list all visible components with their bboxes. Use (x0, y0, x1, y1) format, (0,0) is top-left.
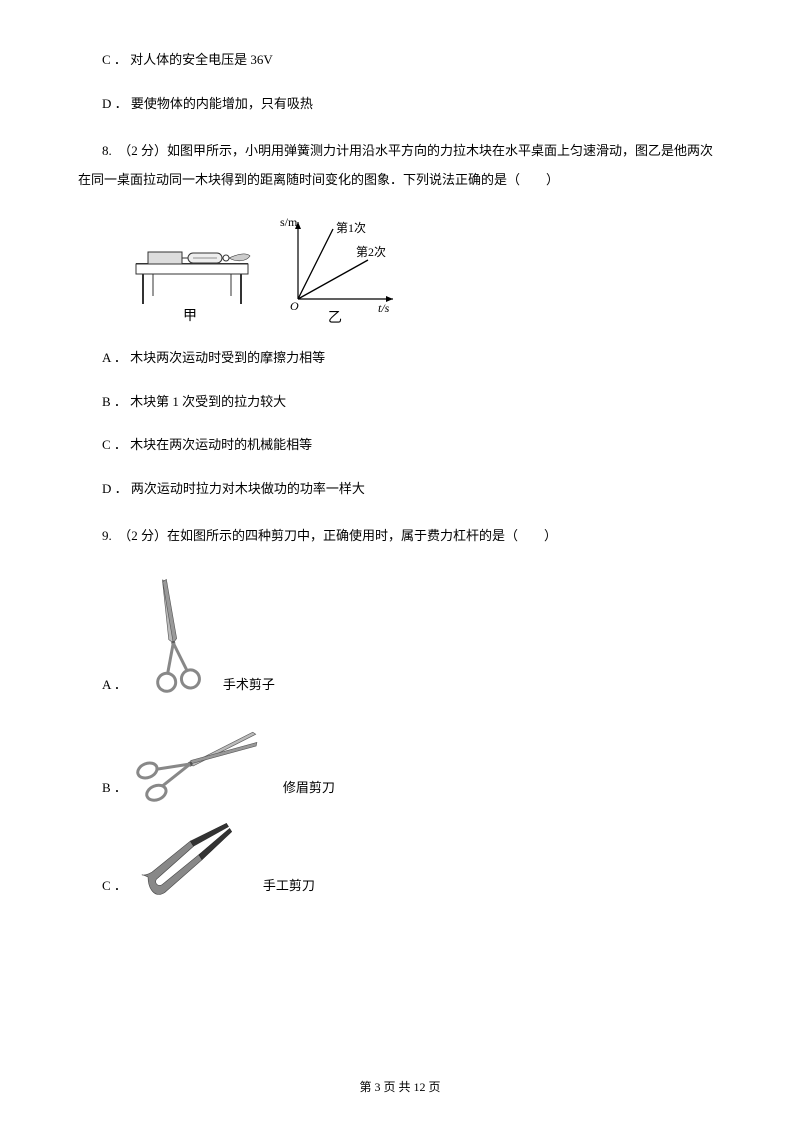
q9-option-c: C ． 手工剪刀 (102, 822, 722, 902)
q7-option-c: C ． 对人体的安全电压是 36V (78, 50, 722, 70)
svg-text:O: O (290, 299, 299, 313)
eyebrow-scissors-icon (133, 719, 273, 804)
q9-b-letter: B ． (102, 778, 127, 804)
svg-text:s/m: s/m (280, 215, 298, 229)
svg-text:t/s: t/s (378, 301, 390, 315)
q8-figure-row: 甲 O s/m t/s 第1次 第2次 乙 (128, 214, 722, 324)
svg-text:第2次: 第2次 (356, 245, 386, 259)
q7-option-d: D ． 要使物体的内能增加，只有吸热 (78, 94, 722, 114)
q9-c-letter: C ． (102, 876, 127, 902)
q9-a-letter: A ． (102, 675, 127, 701)
q9-option-a: A ． 手术剪子 (102, 571, 722, 701)
figure-jia: 甲 (136, 252, 250, 324)
q9-b-label: 修眉剪刀 (283, 778, 335, 804)
q8-stem: 8. （2 分）如图甲所示，小明用弹簧测力计用沿水平方向的力拉木块在水平桌面上匀… (78, 137, 722, 194)
q9-a-label: 手术剪子 (223, 675, 275, 701)
page-footer: 第 3 页 共 12 页 (0, 1078, 800, 1096)
svg-text:乙: 乙 (328, 310, 342, 324)
caption-jia: 甲 (183, 309, 197, 324)
q8-option-a: A ． 木块两次运动时受到的摩擦力相等 (78, 348, 722, 368)
q8-option-d: D ． 两次运动时拉力对木块做功的功率一样大 (78, 479, 722, 499)
surgical-scissors-icon (133, 571, 213, 701)
q9-c-label: 手工剪刀 (263, 876, 315, 902)
svg-text:第1次: 第1次 (336, 221, 366, 235)
thread-snips-icon (133, 822, 253, 902)
q8-option-c: C ． 木块在两次运动时的机械能相等 (78, 435, 722, 455)
figure-yi: O s/m t/s 第1次 第2次 乙 (280, 215, 393, 324)
q8-figure-svg: 甲 O s/m t/s 第1次 第2次 乙 (128, 214, 408, 324)
q8-option-b: B ． 木块第 1 次受到的拉力较大 (78, 392, 722, 412)
q9-stem: 9. （2 分）在如图所示的四种剪刀中，正确使用时，属于费力杠杆的是（ ） (78, 522, 722, 551)
q9-option-b: B ． 修眉剪刀 (102, 719, 722, 804)
